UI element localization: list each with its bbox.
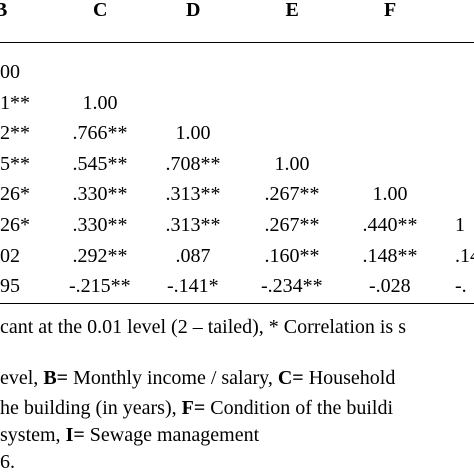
table-cell: -.028 — [369, 275, 411, 298]
table-cell: .148** — [362, 244, 418, 267]
table-cell: 1.00 — [274, 152, 310, 175]
table-cell: .267** — [264, 183, 320, 206]
table-cell: 00 — [0, 61, 20, 83]
table-cell: 1 — [455, 214, 465, 236]
table-cell: 26* — [0, 214, 30, 236]
column-header: D — [186, 0, 201, 21]
header-rule — [0, 42, 474, 43]
note-text: cant at the 0.01 level (2 – tailed), * C… — [0, 316, 406, 338]
table-cell: .440** — [362, 214, 418, 236]
table-cell: 95 — [0, 275, 20, 298]
table-cell: 02 — [0, 244, 20, 267]
table-cell: -.234** — [261, 275, 323, 298]
table-cell: .330** — [72, 183, 128, 206]
table-cell: -. — [455, 275, 467, 298]
column-header: B — [0, 0, 8, 21]
note-line: evel, B= Monthly income / salary, C= Hou… — [0, 366, 395, 390]
note-text: he building (in years), — [0, 397, 182, 419]
table-cell: .766** — [72, 122, 128, 145]
table-cell: 1.00 — [82, 91, 118, 114]
note-line: system, I= Sewage management — [0, 423, 259, 447]
note-text: Household — [303, 367, 396, 389]
table-cell: .313** — [165, 214, 221, 236]
note-text: C= — [277, 367, 304, 389]
table-cell: .292** — [72, 244, 128, 267]
note-text: 6. — [0, 451, 15, 473]
table-cell: .087 — [175, 244, 211, 267]
table-cell: -.215** — [69, 275, 131, 298]
note-text: system, — [0, 424, 66, 446]
column-header: F — [384, 0, 397, 21]
table-cell: .330** — [72, 214, 128, 236]
note-text: Monthly income / salary, — [68, 367, 278, 389]
table-cell: 2** — [0, 122, 30, 145]
table-cell: .545** — [72, 152, 128, 175]
note-text: Condition of the buildi — [205, 397, 394, 419]
table-cell: .14 — [455, 244, 474, 267]
table-cell: .267** — [264, 214, 320, 236]
table-cell: 5** — [0, 152, 30, 175]
note-text: evel, — [0, 367, 44, 389]
note-text: I= — [65, 424, 85, 446]
note-text: B= — [43, 367, 69, 389]
column-header: C — [93, 0, 108, 21]
table-cell: 1** — [0, 91, 30, 114]
table-cell: -.141* — [167, 275, 219, 298]
note-line: he building (in years), F= Condition of … — [0, 396, 393, 420]
note-text: Sewage management — [84, 424, 260, 446]
table-cell: 1.00 — [372, 183, 408, 206]
table-cell: .160** — [264, 244, 320, 267]
note-text: F= — [181, 397, 206, 419]
column-header: E — [285, 0, 299, 21]
note-line: cant at the 0.01 level (2 – tailed), * C… — [0, 315, 406, 339]
table-cell: .708** — [165, 152, 221, 175]
note-line: 6. — [0, 450, 15, 474]
table-cell: .313** — [165, 183, 221, 206]
bottom-rule — [0, 303, 474, 304]
table-cell: 26* — [0, 183, 30, 206]
table-cell: 1.00 — [175, 122, 211, 145]
